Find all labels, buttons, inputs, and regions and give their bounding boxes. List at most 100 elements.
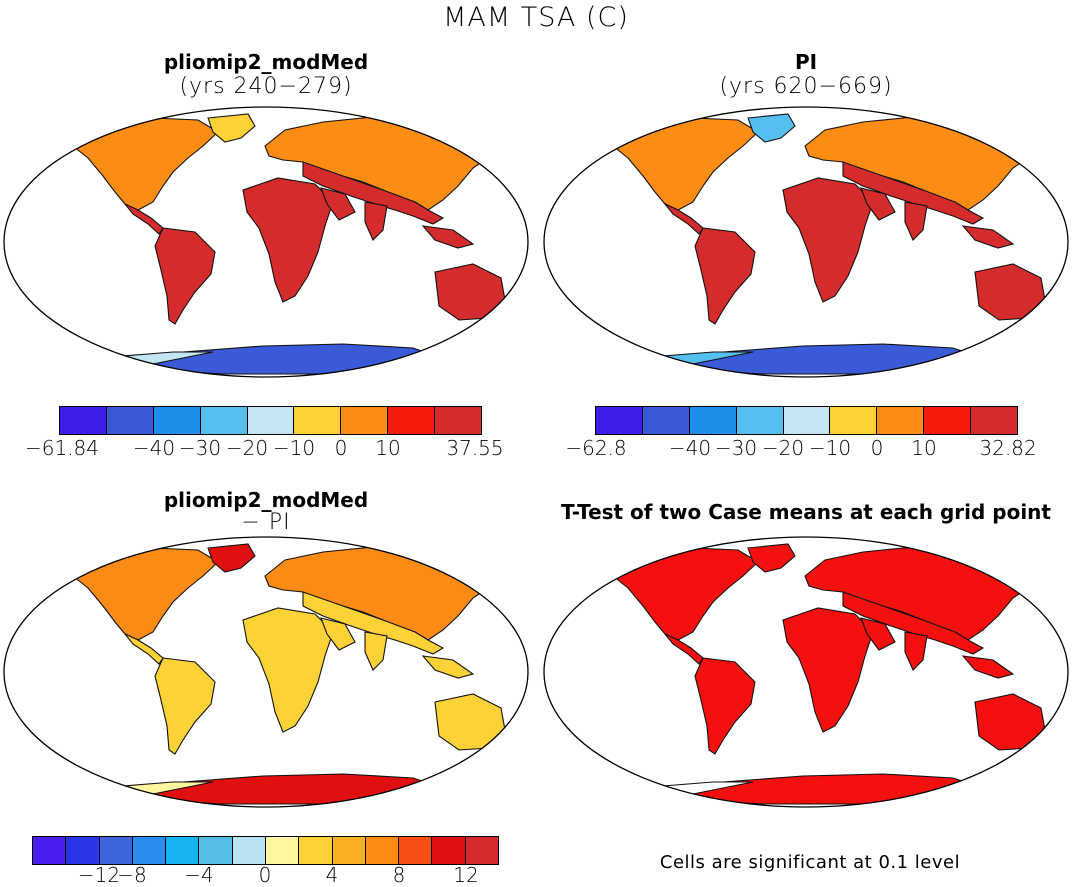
map-border (3, 106, 529, 378)
colorbar-swatch (232, 837, 266, 864)
landmass-shape (207, 113, 256, 143)
landmass-shape (364, 631, 388, 671)
colorbar-swatch (106, 407, 154, 434)
colorbar-swatch (132, 837, 167, 864)
landmass-shape (694, 227, 756, 325)
landmass-shape (974, 263, 1046, 321)
landmass-shape (842, 591, 985, 655)
landmass-shape (154, 227, 216, 325)
colorbar-swatch (399, 837, 433, 864)
landmass-shape (421, 225, 475, 249)
panel-subtitle-bottom-left: − PI (241, 510, 291, 535)
landmass-shape (302, 591, 445, 655)
map-top-left (3, 106, 529, 378)
panel-title-bottom-left: pliomip2_modMed (163, 488, 369, 512)
landmass-shape (694, 657, 756, 755)
landmass-shape (904, 631, 928, 671)
colorbar-label: −10 (272, 436, 316, 460)
map-bottom-left (3, 536, 529, 808)
colorbar-swatch (924, 407, 972, 434)
panel-title-bottom-right: T-Test of two Case means at each grid po… (561, 500, 1051, 524)
colorbar-swatch (432, 837, 466, 864)
colorbar-swatch (265, 837, 300, 864)
colorbar-label: 32.82 (979, 436, 1037, 460)
landmass-shape (961, 225, 1015, 249)
landmass-shape (842, 161, 985, 225)
landmass-shape (242, 177, 334, 303)
colorbar-label: −40 (668, 436, 712, 460)
map-border (3, 536, 529, 808)
colorbar-bottom-left (32, 836, 499, 865)
colorbar-swatch (332, 837, 366, 864)
landmass-shape (860, 187, 896, 221)
colorbar-label: 0 (870, 436, 884, 460)
colorbar-swatch (66, 837, 100, 864)
map-border (543, 106, 1069, 378)
landmass-shape (860, 617, 896, 651)
colorbar-swatch (33, 837, 67, 864)
colorbar-label: 0 (334, 436, 348, 460)
colorbar-label: −40 (132, 436, 176, 460)
colorbar-swatch (199, 837, 233, 864)
landmass-shape (747, 543, 796, 573)
panel-subtitle-top-right: (yrs 620−669) (719, 74, 893, 99)
landmass-shape (154, 657, 216, 755)
colorbar-label: −4 (184, 863, 214, 887)
colorbar-label: −62.8 (565, 436, 627, 460)
landmass-shape (124, 633, 164, 665)
landmass-shape (974, 693, 1046, 751)
colorbar-swatch (200, 407, 248, 434)
colorbar-swatch (60, 407, 107, 434)
landmass-shape (434, 263, 506, 321)
landmass-shape (207, 543, 256, 573)
landmass-shape (434, 693, 506, 751)
landmass-shape (782, 607, 874, 733)
landmass-shape (421, 655, 475, 679)
colorbar-label: 37.55 (446, 436, 504, 460)
colorbar-top-left (59, 406, 482, 435)
colorbar-swatch (99, 837, 133, 864)
colorbar-label: 10 (375, 436, 401, 460)
colorbar-swatch (299, 837, 333, 864)
colorbar-label: −12 (77, 863, 121, 887)
colorbar-label: 12 (453, 863, 479, 887)
colorbar-label: −8 (117, 863, 147, 887)
landmass-shape (664, 633, 704, 665)
colorbar-swatch (247, 407, 295, 434)
landmass-shape (664, 203, 704, 235)
colorbar-label: −30 (714, 436, 758, 460)
colorbar-top-right (595, 406, 1018, 435)
colorbar-label: −20 (225, 436, 269, 460)
panel-title-top-right: PI (794, 50, 818, 74)
landmass-shape (320, 187, 356, 221)
landmass-shape (242, 607, 334, 733)
landmass-shape (124, 203, 164, 235)
colorbar-swatch (877, 407, 925, 434)
map-border (543, 536, 1069, 808)
colorbar-swatch (971, 407, 1018, 434)
main-title: MAM TSA (C) (443, 2, 629, 33)
map-top-right (543, 106, 1069, 378)
landmass-shape (601, 547, 759, 641)
colorbar-swatch (435, 407, 482, 434)
landmass-shape (601, 117, 759, 211)
colorbar-label: −20 (761, 436, 805, 460)
colorbar-label: −61.84 (24, 436, 100, 460)
landmass-shape (782, 177, 874, 303)
colorbar-swatch (642, 407, 690, 434)
landmass-shape (364, 201, 388, 241)
colorbar-swatch (830, 407, 878, 434)
colorbar-swatch (689, 407, 737, 434)
colorbar-label: 4 (325, 863, 339, 887)
colorbar-swatch (736, 407, 784, 434)
landmass-shape (302, 161, 445, 225)
landmass-shape (320, 617, 356, 651)
colorbar-swatch (365, 837, 400, 864)
landmass-shape (961, 655, 1015, 679)
colorbar-label: 8 (392, 863, 406, 887)
colorbar-swatch (341, 407, 389, 434)
landmass-shape (61, 117, 219, 211)
colorbar-swatch (596, 407, 643, 434)
map-bottom-right (543, 536, 1069, 808)
significance-note: Cells are significant at 0.1 level (659, 852, 961, 873)
